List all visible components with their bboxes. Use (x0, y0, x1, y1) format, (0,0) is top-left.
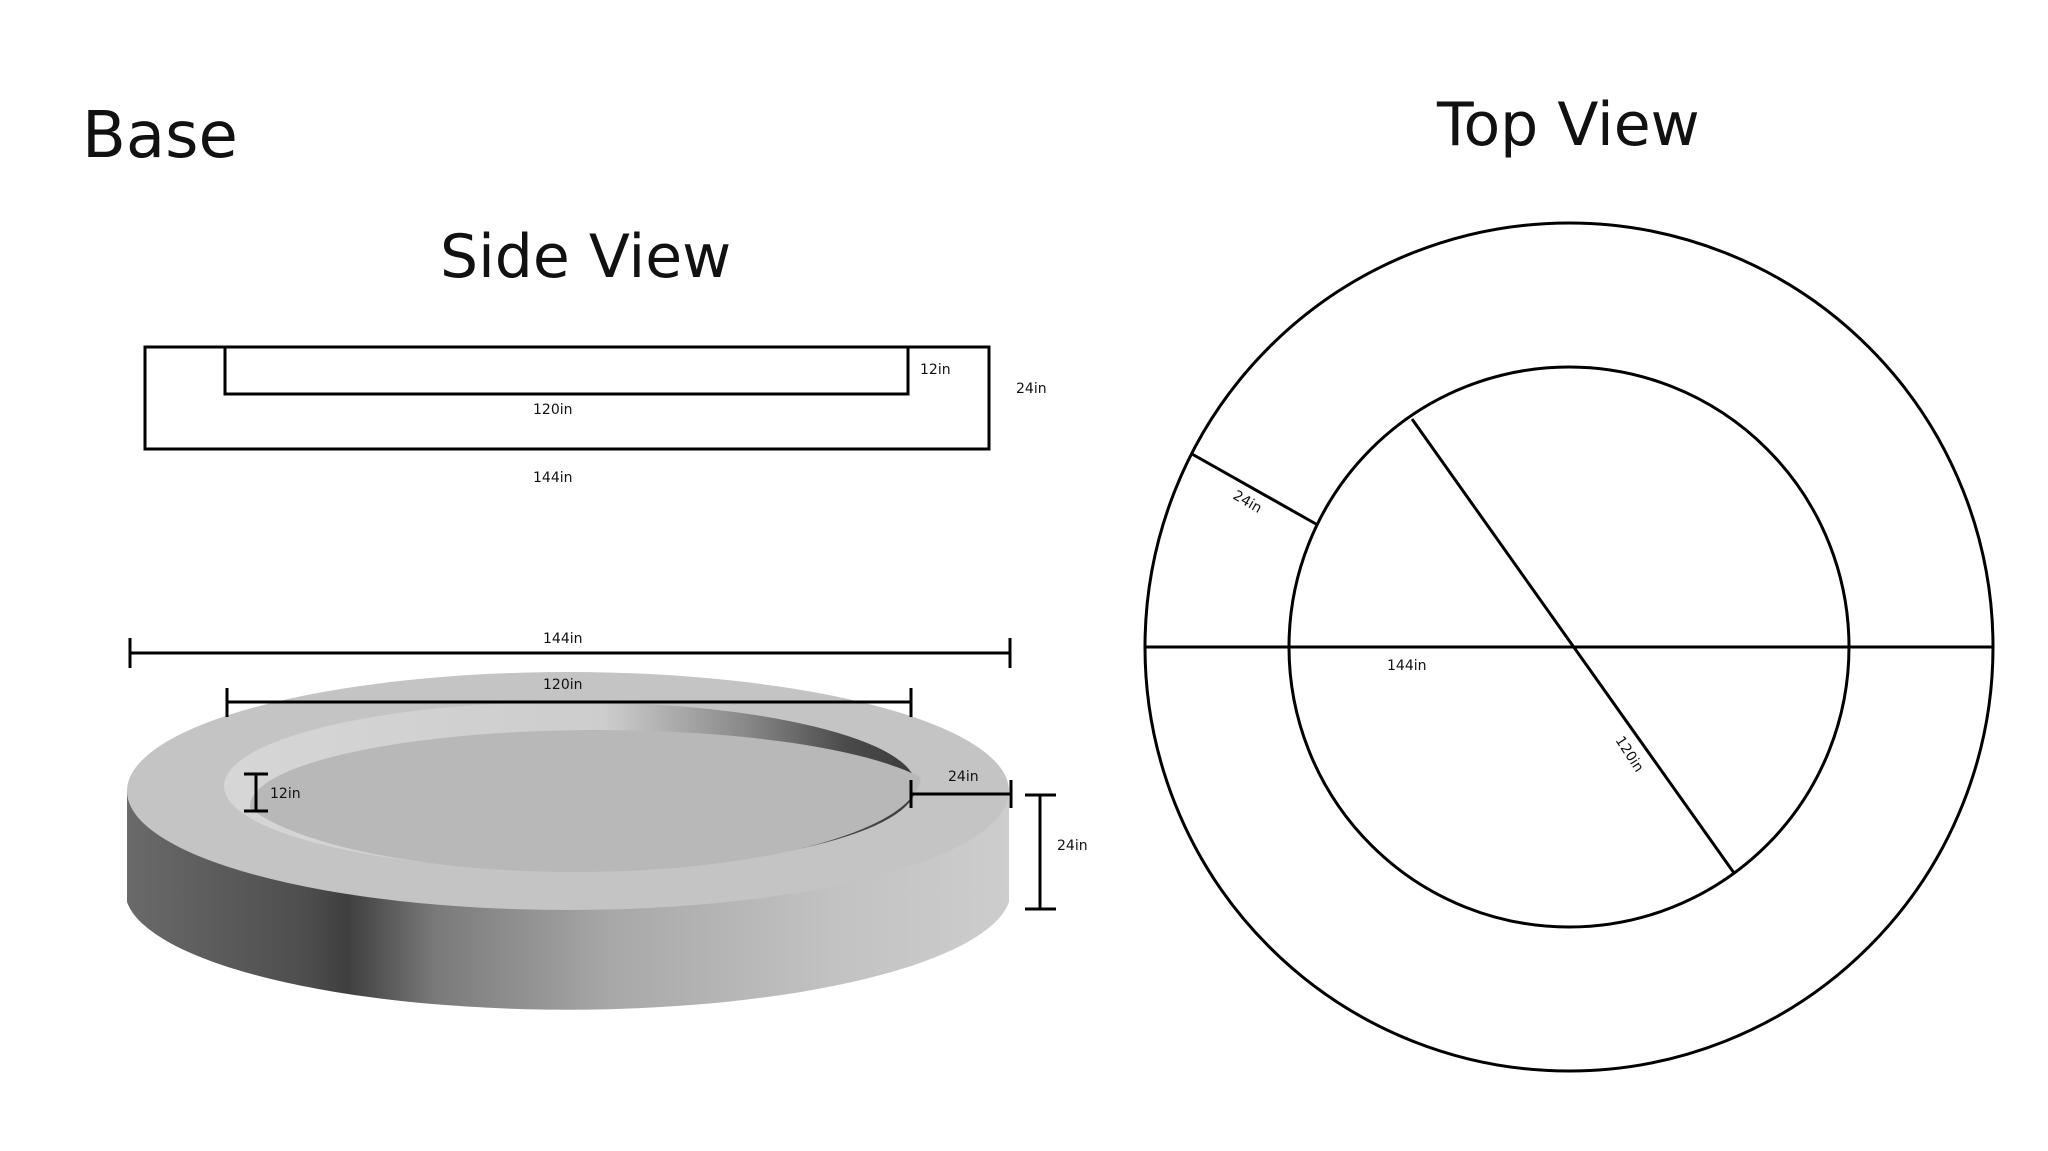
iso-height-label: 24in (1057, 838, 1088, 854)
top-view-outer-diameter-label: 144in (1387, 658, 1426, 674)
side-view-inner-depth-label: 12in (920, 362, 951, 378)
side-view-outer-outline (143, 345, 991, 451)
iso-recess-floor (250, 730, 921, 872)
iso-inner-diameter-label: 120in (543, 677, 582, 693)
base-title: Base (82, 99, 238, 173)
iso-rim-width-label: 24in (948, 769, 979, 785)
side-view-title: Side View (440, 222, 731, 292)
top-view-title: Top View (1436, 90, 1700, 160)
side-view-total-height-label: 24in (1016, 381, 1047, 397)
iso-view: 144in 120in 12in 24in 24in (127, 631, 1088, 1010)
side-view-inner-recess (223, 347, 910, 396)
top-view-inner-diameter-line (1410, 418, 1736, 874)
top-view: 24in 144in 120in (1143, 221, 1995, 1073)
side-view-section: 12in 24in 120in 144in (143, 345, 1047, 486)
iso-outer-diameter-label: 144in (543, 631, 582, 647)
iso-depth-label: 12in (270, 786, 301, 802)
top-view-inner-diameter-label: 120in (1612, 733, 1647, 775)
side-view-outer-diameter-label: 144in (533, 470, 572, 486)
top-view-rim-width-line (1191, 452, 1317, 526)
side-view-inner-diameter-label: 120in (533, 402, 572, 418)
